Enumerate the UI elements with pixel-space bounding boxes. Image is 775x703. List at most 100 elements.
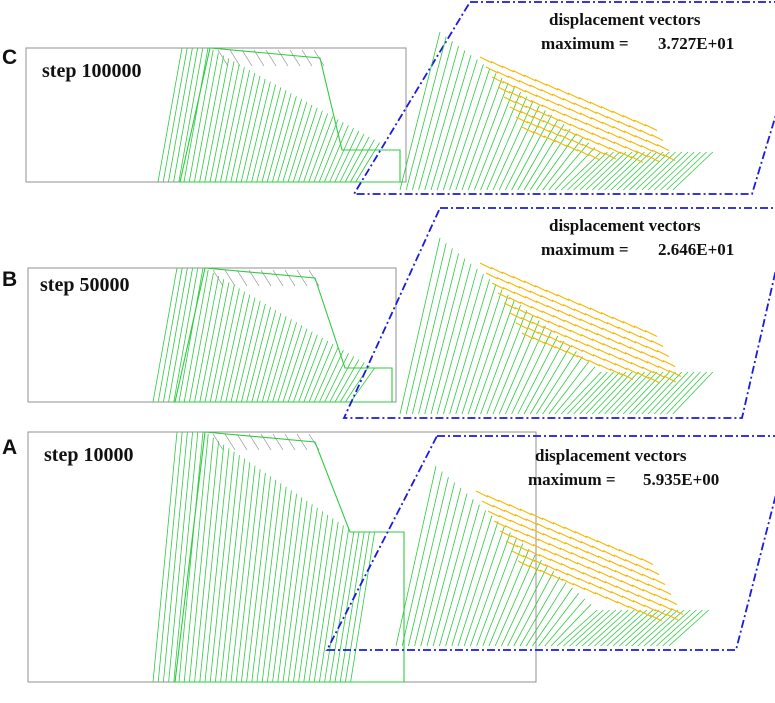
mesh-line [625, 609, 666, 647]
vector-arrow [628, 125, 642, 132]
vector-arrow [543, 341, 557, 349]
mesh-line [399, 237, 441, 415]
mesh-line [157, 267, 183, 403]
vector-arrow [636, 579, 650, 586]
vector-arrow [522, 555, 536, 562]
vector-arrow [509, 106, 523, 114]
mesh-line [461, 289, 503, 415]
mesh-line [567, 371, 608, 415]
vector-arrow [607, 131, 621, 139]
mesh-line [505, 325, 546, 415]
vector-arrow [547, 114, 561, 122]
step-label-c: step 100000 [42, 60, 142, 82]
vector-arrow [644, 330, 658, 337]
vector-arrow [519, 95, 533, 103]
mesh-line [430, 54, 472, 191]
vector-arrow [598, 364, 612, 371]
vector-arrow [634, 341, 648, 348]
mesh-line [220, 67, 245, 183]
vector-arrow [512, 70, 526, 77]
mesh-line [324, 528, 349, 683]
mesh-line [474, 299, 515, 415]
mesh-line [616, 371, 658, 415]
mesh-line [538, 593, 579, 647]
mesh-line [395, 465, 437, 647]
vector-arrow [608, 353, 622, 360]
mesh-line [282, 500, 308, 683]
vector-arrow [659, 603, 673, 611]
vector-arrow [599, 586, 613, 594]
vector-arrow [589, 307, 603, 315]
vector-arrow [541, 104, 555, 112]
vector-arrow [486, 495, 500, 502]
vector-arrow [515, 322, 529, 330]
mesh-line [282, 328, 308, 403]
vector-arrow [574, 324, 588, 331]
mesh-line [480, 91, 521, 191]
mesh-line [430, 263, 472, 415]
mesh-line [157, 431, 183, 683]
vector-arrow [627, 605, 641, 613]
mesh-line [408, 476, 449, 647]
mesh-line [173, 431, 199, 683]
vector-arrow [554, 140, 568, 147]
mesh-line [261, 316, 287, 403]
mesh-line [189, 272, 214, 403]
vector-arrow [535, 300, 549, 308]
maximum-value-b: 2.646E+01 [658, 240, 735, 259]
vector-arrow [618, 342, 632, 349]
mesh-line [585, 371, 627, 415]
vector-arrow [620, 373, 634, 380]
vector-arrow [585, 122, 599, 130]
vector-arrow [531, 528, 545, 536]
vector-arrow [645, 345, 659, 353]
vector-arrow [654, 609, 668, 616]
vector-arrow [606, 116, 620, 123]
vector-arrow [596, 540, 610, 547]
vector-arrow [479, 262, 493, 270]
vector-arrow [591, 338, 605, 346]
displacement-vectors-a [475, 490, 684, 622]
vector-arrow [530, 513, 544, 520]
vector-arrow [503, 96, 517, 104]
mesh-line [313, 346, 339, 403]
mesh-line [550, 604, 592, 647]
vector-arrow [542, 326, 556, 333]
displacement-frame-b [342, 207, 775, 419]
vector-arrow [548, 336, 562, 343]
mesh-line [324, 125, 349, 183]
mesh-line [581, 609, 623, 647]
hatch-line [260, 269, 272, 287]
vector-arrow [619, 564, 633, 572]
vector-arrow [646, 155, 660, 162]
mesh-line [152, 267, 178, 403]
vector-arrow [590, 117, 604, 124]
displacement-mesh-b [399, 237, 714, 415]
mesh-line [319, 525, 344, 683]
vector-arrow [510, 535, 524, 542]
mesh-line [511, 330, 552, 415]
mesh-line [660, 151, 701, 191]
mesh-line [418, 45, 459, 191]
mesh-line [251, 479, 277, 683]
vector-arrow [595, 317, 609, 325]
mesh-line [235, 300, 261, 403]
mesh-line [303, 514, 329, 683]
vector-arrow [591, 132, 605, 140]
vector-arrow [584, 313, 598, 320]
vector-arrow [588, 582, 602, 589]
vector-arrow [536, 523, 550, 530]
mesh-line [641, 371, 683, 415]
mesh-line [199, 55, 224, 183]
vector-arrow [559, 340, 573, 348]
mesh-line [432, 499, 474, 647]
mesh-line [256, 483, 282, 683]
mesh-line [591, 371, 633, 415]
mesh-line [277, 497, 303, 683]
mesh-line [542, 356, 583, 415]
mesh-line [230, 465, 256, 683]
vector-arrow [578, 97, 592, 104]
vector-arrow [545, 289, 559, 297]
displacement-mesh-c [399, 31, 714, 191]
